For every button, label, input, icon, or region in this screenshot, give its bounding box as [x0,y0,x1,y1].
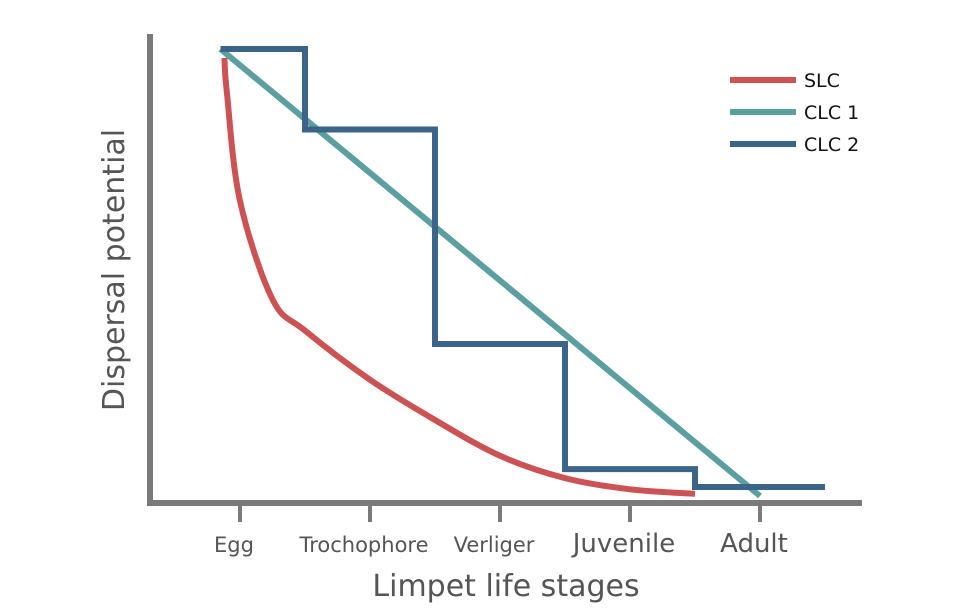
x-tick-label-juvenile: Juvenile [571,529,675,559]
x-axis-title: Limpet life stages [372,569,639,604]
axes-frame [147,34,862,506]
x-tick-label-egg: Egg [214,533,254,557]
ticks-layer: Egg Trochophore Verliger Juvenile Adult [214,503,788,559]
legend-label-clc-2: CLC 2 [804,134,859,156]
y-axis-title: Dispersal potential [97,129,132,411]
legend-label-clc-1: CLC 1 [804,102,859,124]
axes-layer [147,34,862,506]
series-layer [218,46,825,499]
x-tick-label-verliger: Verliger [454,533,535,557]
series-line-clc-1 [218,46,762,499]
legend-label-slc: SLC [804,70,840,92]
legend: SLC CLC 1 CLC 2 [730,70,859,156]
x-tick-label-adult: Adult [720,529,788,559]
series-line-clc-2 [220,46,825,491]
series-line-slc [221,57,696,497]
x-tick-label-trochophore: Trochophore [298,533,428,557]
